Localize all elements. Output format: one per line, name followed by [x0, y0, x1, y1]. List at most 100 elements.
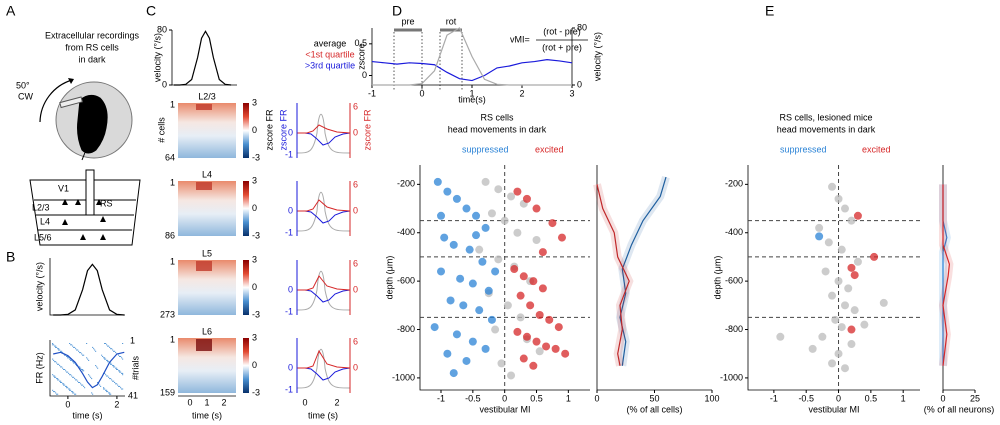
- raster-spike: [52, 344, 54, 346]
- red-tick: 0: [353, 205, 358, 215]
- raster-spike: [122, 388, 124, 390]
- profile-line: [942, 184, 951, 366]
- raster-spike: [81, 384, 83, 386]
- point: [452, 194, 461, 203]
- raster-spike: [111, 363, 113, 365]
- point: [449, 369, 458, 378]
- colorbar-tick: 3: [252, 175, 257, 185]
- raster-spike: [110, 348, 112, 350]
- profile-line: [596, 184, 630, 366]
- raster-spike: [107, 391, 109, 393]
- point: [844, 284, 853, 293]
- panel-letter: C: [146, 3, 156, 19]
- raster-spike: [92, 346, 94, 348]
- raster-spike: [65, 370, 67, 372]
- cell-index: 64: [165, 152, 175, 162]
- raster-spike: [79, 366, 81, 368]
- point: [456, 274, 465, 283]
- caption: from RS cells: [65, 42, 119, 52]
- raster-spike: [56, 378, 58, 380]
- colorbar-label: zscore FR: [264, 109, 274, 151]
- cell-index: 1: [170, 99, 175, 109]
- raster-spike: [110, 362, 112, 364]
- point: [491, 267, 500, 276]
- profile-line: [942, 184, 948, 366]
- raster-spike: [70, 374, 72, 376]
- heatmap: [178, 181, 236, 236]
- raster-spike: [58, 348, 60, 350]
- rotation-label: CW: [18, 91, 33, 101]
- raster-spike: [54, 345, 56, 347]
- raster-spike: [52, 389, 54, 391]
- raster-spike: [60, 380, 62, 382]
- point: [554, 323, 563, 332]
- point: [535, 347, 544, 356]
- point: [545, 315, 554, 324]
- point: [847, 325, 856, 334]
- chart-title: RS cells, lesioned mice: [779, 112, 872, 122]
- raster-spike: [73, 376, 75, 378]
- x-tick-label: 0: [502, 393, 507, 403]
- point: [828, 291, 837, 300]
- raster-spike: [96, 366, 98, 368]
- point: [535, 311, 544, 319]
- raster-spike: [121, 357, 123, 359]
- colorbar-tick: -3: [252, 230, 260, 240]
- raster-spike: [109, 392, 111, 394]
- raster-spike: [113, 350, 115, 352]
- blue-trace: [297, 132, 351, 146]
- x-axis-label: vestibular MI: [808, 404, 859, 414]
- x-tick-label: 25: [970, 393, 980, 403]
- raster-spike: [122, 372, 124, 374]
- raster-spike: [54, 376, 56, 378]
- formula: (rot - pre): [543, 26, 581, 36]
- window-label: pre: [401, 16, 414, 26]
- point: [538, 248, 547, 257]
- y-tick-label: -600: [397, 276, 415, 286]
- raster-spike: [69, 374, 71, 376]
- line: [372, 27, 572, 86]
- raster-spike: [99, 384, 101, 386]
- point: [815, 232, 824, 241]
- point: [551, 344, 560, 353]
- raster-spike: [81, 369, 83, 370]
- rotation-arrow: [39, 79, 73, 123]
- raster-spike: [80, 367, 82, 369]
- x-tick-label: 1: [204, 397, 209, 407]
- raster-spike: [69, 343, 71, 344]
- raster-spike: [82, 384, 84, 386]
- raster-spike: [83, 354, 85, 356]
- line: [173, 30, 232, 86]
- raster-spike: [66, 356, 68, 357]
- trial-count: 41: [128, 390, 138, 400]
- raster-spike: [119, 356, 121, 357]
- trial-count: 1: [130, 335, 135, 345]
- raster-spike: [114, 350, 116, 352]
- raster-spike: [76, 379, 78, 381]
- raster-spike: [69, 358, 71, 360]
- raster-spike: [71, 344, 73, 346]
- raster-spike: [106, 389, 108, 391]
- raster-spike: [88, 374, 90, 376]
- point: [449, 240, 458, 249]
- raster-spike: [110, 363, 112, 365]
- raster-spike: [118, 354, 120, 356]
- line: [371, 59, 573, 82]
- trials-label: #trials: [130, 356, 140, 381]
- formula: vMI=: [510, 34, 530, 44]
- raster-spike: [70, 359, 72, 361]
- raster-spike: [110, 378, 112, 380]
- raster-spike: [118, 385, 120, 387]
- raster-spike: [103, 387, 105, 389]
- point: [481, 177, 490, 186]
- raster-spike: [100, 385, 102, 387]
- blue-tick: -1: [285, 384, 293, 394]
- raster-spike: [103, 357, 105, 359]
- line: [53, 351, 125, 389]
- cell-index: 1: [170, 256, 175, 266]
- point: [834, 194, 843, 203]
- x-axis-label: time (s): [308, 410, 338, 420]
- y-tick-label: -1000: [392, 372, 415, 382]
- raster-spike: [84, 387, 86, 389]
- raster-spike: [72, 345, 74, 347]
